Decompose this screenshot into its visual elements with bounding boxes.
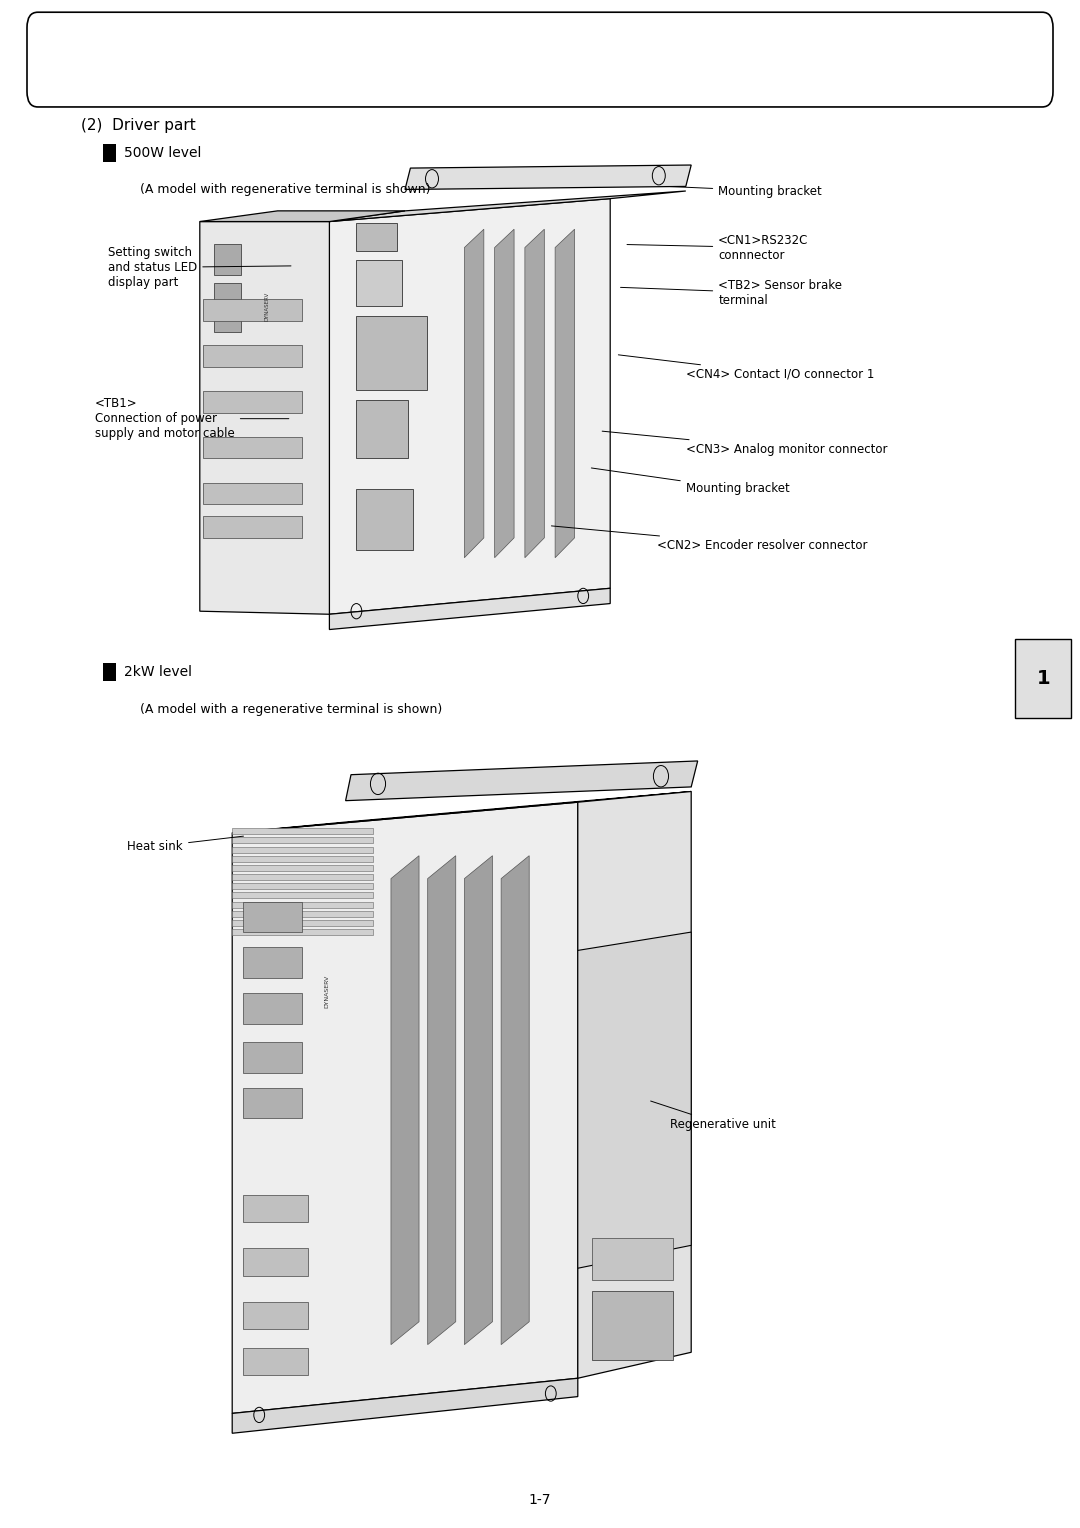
Text: 2kW level: 2kW level — [124, 665, 192, 680]
Bar — [356, 316, 427, 390]
Text: (A model with regenerative terminal is shown): (A model with regenerative terminal is s… — [140, 183, 431, 197]
Bar — [103, 663, 116, 681]
Polygon shape — [329, 191, 686, 222]
Polygon shape — [232, 792, 691, 833]
Polygon shape — [501, 856, 529, 1345]
Text: DYNASERV: DYNASERV — [325, 975, 329, 1008]
Text: DYNASERV: DYNASERV — [265, 292, 269, 321]
Bar — [243, 1248, 308, 1276]
Bar — [243, 993, 302, 1024]
Bar — [203, 483, 302, 504]
Polygon shape — [464, 856, 492, 1345]
Bar — [203, 437, 302, 458]
Polygon shape — [495, 229, 514, 558]
Bar — [356, 223, 397, 251]
Bar — [592, 1238, 673, 1280]
Text: (2)  Driver part: (2) Driver part — [81, 118, 195, 133]
Polygon shape — [578, 932, 691, 1268]
Bar — [243, 1302, 308, 1329]
Bar — [356, 400, 408, 458]
Text: 1-7: 1-7 — [529, 1493, 551, 1508]
Bar — [214, 310, 241, 332]
Bar — [203, 391, 302, 413]
Text: <TB1>
Connection of power
supply and motor cable: <TB1> Connection of power supply and mot… — [95, 397, 288, 440]
FancyBboxPatch shape — [27, 12, 1053, 107]
Text: Setting switch
and status LED
display part: Setting switch and status LED display pa… — [108, 246, 291, 289]
Bar — [243, 1348, 308, 1375]
Polygon shape — [329, 199, 610, 614]
Polygon shape — [428, 856, 456, 1345]
Text: <CN2> Encoder resolver connector: <CN2> Encoder resolver connector — [552, 526, 867, 552]
Text: <TB2> Sensor brake
terminal: <TB2> Sensor brake terminal — [621, 280, 842, 307]
Bar — [232, 902, 373, 908]
Bar — [103, 144, 116, 162]
Text: 500W level: 500W level — [124, 145, 202, 160]
Polygon shape — [232, 1378, 578, 1433]
Text: <CN3> Analog monitor connector: <CN3> Analog monitor connector — [603, 431, 888, 455]
Polygon shape — [405, 165, 691, 189]
Polygon shape — [525, 229, 544, 558]
Bar — [232, 874, 373, 880]
Bar — [356, 260, 402, 306]
Bar — [592, 1291, 673, 1360]
Polygon shape — [555, 229, 575, 558]
Bar — [203, 345, 302, 367]
Polygon shape — [578, 792, 691, 1378]
Text: <CN4> Contact I/O connector 1: <CN4> Contact I/O connector 1 — [619, 354, 874, 380]
Bar — [232, 837, 373, 843]
Text: <CN1>RS232C
connnector: <CN1>RS232C connnector — [627, 234, 809, 261]
Polygon shape — [200, 222, 329, 614]
Bar — [232, 847, 373, 853]
Text: Regenerative unit: Regenerative unit — [650, 1102, 775, 1131]
Bar — [203, 516, 302, 538]
Bar — [243, 902, 302, 932]
Text: Mounting bracket: Mounting bracket — [671, 185, 822, 197]
Bar — [243, 1088, 302, 1118]
Bar — [243, 1042, 302, 1073]
Bar — [243, 1195, 308, 1222]
Bar — [232, 883, 373, 889]
Text: 1: 1 — [1037, 669, 1050, 688]
Polygon shape — [329, 588, 610, 630]
Text: Mounting bracket: Mounting bracket — [592, 468, 789, 495]
Polygon shape — [232, 802, 578, 1413]
Text: Heat sink: Heat sink — [127, 836, 243, 853]
Bar — [356, 489, 413, 550]
Bar — [232, 911, 373, 917]
Bar — [214, 244, 241, 275]
Polygon shape — [346, 761, 698, 801]
Bar — [232, 920, 373, 926]
Bar — [214, 283, 241, 306]
Bar — [1015, 639, 1071, 718]
Bar — [232, 865, 373, 871]
Polygon shape — [391, 856, 419, 1345]
Bar — [232, 856, 373, 862]
Text: (A model with a regenerative terminal is shown): (A model with a regenerative terminal is… — [140, 703, 443, 717]
Bar — [243, 947, 302, 978]
Bar — [203, 299, 302, 321]
Polygon shape — [464, 229, 484, 558]
Polygon shape — [200, 211, 405, 222]
Bar — [232, 929, 373, 935]
Bar — [232, 892, 373, 898]
Bar — [232, 828, 373, 834]
